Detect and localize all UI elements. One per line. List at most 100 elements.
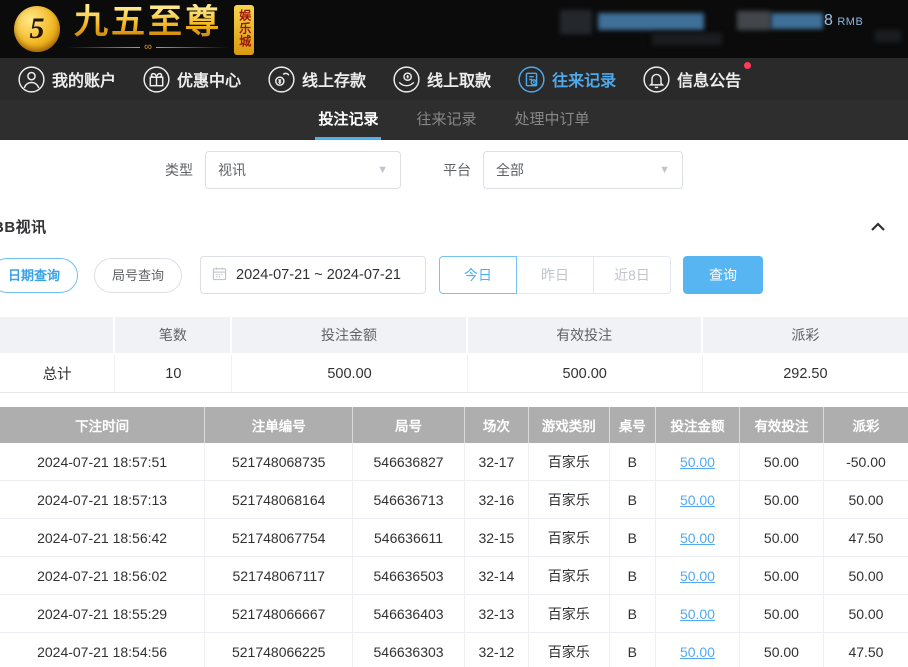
quick-range-group: 今日 昨日 近8日 (439, 256, 672, 294)
cell-time: 2024-07-21 18:56:02 (0, 557, 206, 595)
main-nav: 我的账户 优惠中心 线上存款 (0, 58, 908, 100)
cell-table: B (609, 481, 656, 519)
column-header: 有效投注 (739, 407, 824, 443)
cell-time: 2024-07-21 18:54:56 (0, 633, 206, 667)
nav-item-announcements[interactable]: 信息公告 (643, 61, 752, 93)
cell-time: 2024-07-21 18:57:13 (0, 481, 206, 519)
logo-monogram-icon: 5 (14, 6, 60, 52)
cell-round: 546636403 (353, 595, 465, 633)
column-header: 游戏类别 (528, 407, 610, 443)
cell-valid: 50.00 (739, 519, 824, 557)
summary-total-payout: 292.50 (702, 355, 908, 393)
cell-payout: 50.00 (823, 481, 908, 519)
table-row: 2024-07-21 18:56:42 521748067754 546636611… (0, 519, 908, 557)
cell-table: B (609, 443, 656, 481)
platform-filter-label: 平台 (443, 162, 471, 178)
summary-header-valid-bet: 有效投注 (467, 317, 703, 355)
cell-session: 32-14 (464, 557, 529, 595)
cell-time: 2024-07-21 18:55:29 (0, 595, 206, 633)
summary-total-count: 10 (115, 355, 233, 393)
cell-valid: 50.00 (739, 633, 824, 667)
date-range-input[interactable]: 2024-07-21 ~ 2024-07-21 (200, 256, 427, 294)
cell-game: 百家乐 (528, 595, 610, 633)
bet-amount-link[interactable]: 50.00 (679, 643, 715, 660)
chevron-down-icon: ▼ (659, 164, 670, 176)
cell-payout: 50.00 (823, 557, 908, 595)
cell-game: 百家乐 (528, 633, 610, 667)
withdraw-icon (393, 65, 420, 93)
cell-valid: 50.00 (739, 443, 824, 481)
platform-select[interactable]: 全部 ▼ (483, 151, 683, 189)
nav-item-promotions[interactable]: 优惠中心 (143, 65, 241, 93)
user-icon (18, 65, 45, 93)
summary-total-row: 总计 10 500.00 500.00 292.50 (0, 355, 908, 393)
last-8-days-button[interactable]: 近8日 (593, 256, 672, 294)
date-range-value: 2024-07-21 ~ 2024-07-21 (236, 267, 401, 283)
collapse-chevron-up-icon[interactable] (868, 217, 888, 237)
balance-amount: 8 RMB (824, 12, 864, 29)
cell-bet: 50.00 (655, 595, 740, 633)
cell-order: 521748068735 (205, 443, 354, 481)
bet-amount-link[interactable]: 50.00 (679, 605, 715, 622)
table-row: 2024-07-21 18:54:56 521748066225 546636303… (0, 633, 908, 667)
logo-flourish-icon: ∞ (68, 42, 228, 53)
summary-header-row: 笔数 投注金额 有效投注 派彩 (0, 317, 908, 355)
site-logo[interactable]: 5 九五至尊 ∞ 娱乐城 (14, 4, 254, 55)
gift-icon (143, 65, 170, 93)
record-tabs: 投注记录 往来记录 处理中订单 (0, 100, 908, 140)
cell-order: 521748066667 (205, 595, 354, 633)
cell-valid: 50.00 (739, 481, 824, 519)
records-icon (518, 65, 545, 93)
today-button[interactable]: 今日 (439, 256, 518, 294)
bet-amount-link[interactable]: 50.00 (679, 453, 715, 470)
column-header: 注单编号 (205, 407, 354, 443)
bet-amount-link[interactable]: 50.00 (679, 529, 715, 546)
bet-amount-link[interactable]: 50.00 (679, 491, 715, 508)
cell-order: 521748067754 (205, 519, 354, 557)
bet-amount-link[interactable]: 50.00 (679, 567, 715, 584)
cell-game: 百家乐 (528, 481, 610, 519)
cell-session: 32-17 (464, 443, 529, 481)
cell-round: 546636503 (353, 557, 465, 595)
query-controls: 日期查询 局号查询 2024-07-21 ~ 2024-07-21 今日 昨日 … (0, 255, 908, 295)
type-select[interactable]: 视讯 ▼ (205, 151, 401, 189)
column-header: 下注时间 (0, 407, 206, 443)
cell-session: 32-16 (464, 481, 529, 519)
nav-item-my-account[interactable]: 我的账户 (18, 65, 116, 93)
date-query-pill[interactable]: 日期查询 (0, 257, 79, 293)
summary-table: 笔数 投注金额 有效投注 派彩 总计 10 500.00 500.00 292.… (0, 317, 908, 393)
redacted-username (598, 13, 704, 30)
cell-bet: 50.00 (655, 481, 740, 519)
cell-session: 32-15 (464, 519, 529, 557)
redacted-block (560, 10, 592, 34)
column-header: 局号 (353, 407, 465, 443)
section-title: BB视讯 (0, 219, 47, 236)
tab-transaction-records[interactable]: 往来记录 (416, 111, 477, 128)
bet-records-table: 下注时间 注单编号 局号 场次 游戏类别 桌号 投注金额 有效投注 派彩 2024-07-21 … (0, 407, 908, 667)
summary-total-bet-amount: 500.00 (232, 355, 468, 393)
table-row: 2024-07-21 18:55:29 521748066667 546636403… (0, 595, 908, 633)
tab-bet-records[interactable]: 投注记录 (315, 100, 382, 140)
content-area: 类型 视讯 ▼ 平台 全部 ▼ BB视讯 日期查询 局号查询 (0, 140, 908, 667)
summary-header-count: 笔数 (115, 317, 233, 355)
summary-header-payout: 派彩 (702, 317, 908, 355)
tab-pending-orders[interactable]: 处理中订单 (514, 111, 590, 128)
cell-game: 百家乐 (528, 443, 610, 481)
cell-payout: 47.50 (823, 633, 908, 667)
round-query-pill[interactable]: 局号查询 (94, 257, 183, 293)
cell-round: 546636827 (353, 443, 465, 481)
cell-valid: 50.00 (739, 595, 824, 633)
nav-item-withdraw[interactable]: 线上取款 (393, 65, 491, 93)
column-header: 桌号 (609, 407, 656, 443)
yesterday-button[interactable]: 昨日 (516, 256, 595, 294)
cell-order: 521748068164 (205, 481, 354, 519)
nav-item-deposit[interactable]: 线上存款 (268, 65, 366, 93)
bet-table-header-row: 下注时间 注单编号 局号 场次 游戏类别 桌号 投注金额 有效投注 派彩 (0, 407, 908, 443)
cell-bet: 50.00 (655, 443, 740, 481)
chevron-down-icon: ▼ (377, 164, 388, 176)
search-button[interactable]: 查询 (683, 256, 764, 294)
summary-total-label: 总计 (0, 355, 116, 393)
nav-item-transaction-records[interactable]: 往来记录 (518, 65, 616, 93)
type-filter-label: 类型 (165, 162, 193, 178)
